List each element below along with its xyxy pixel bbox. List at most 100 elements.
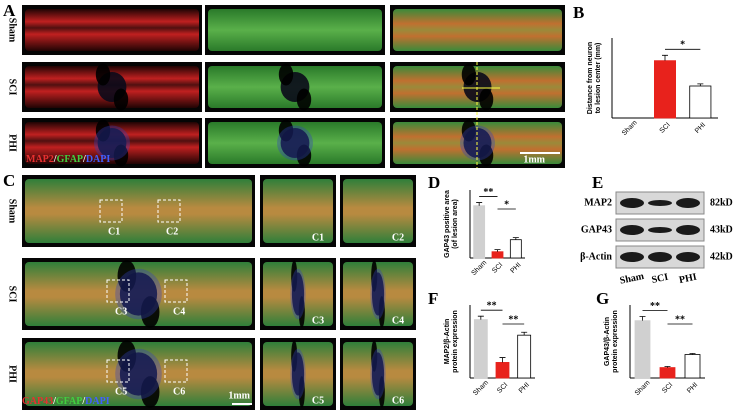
stain-part: / <box>52 396 56 407</box>
bar <box>509 239 522 259</box>
bar <box>654 60 677 119</box>
inset-label: C3 <box>312 315 324 326</box>
lane-label: SCI <box>651 272 670 286</box>
y-axis-label: (of lesion area) <box>452 199 459 249</box>
inset-label: C2 <box>392 232 404 243</box>
row-label: SCI <box>7 286 18 303</box>
error-bar <box>689 353 696 355</box>
lesion <box>296 144 312 167</box>
stain-part: / <box>53 154 57 165</box>
y-axis-label: protein expression <box>612 310 619 373</box>
tissue <box>263 179 333 243</box>
dapi <box>290 348 306 400</box>
protein-label: GAP43 <box>581 224 612 235</box>
tissue <box>25 9 199 51</box>
tissue <box>208 9 382 51</box>
dapi <box>115 268 162 320</box>
inset-label: C6 <box>173 386 185 397</box>
row-label: Sham <box>7 199 18 224</box>
bar <box>473 319 488 379</box>
row-label: Sham <box>7 18 18 43</box>
inset-box <box>164 279 188 303</box>
lesion <box>378 296 385 328</box>
lesion <box>378 376 385 408</box>
lesion <box>298 296 305 328</box>
dapi <box>277 125 313 161</box>
dapi <box>370 268 386 320</box>
protein-label: β-Actin <box>580 251 612 262</box>
stain-part: / <box>81 396 85 407</box>
tissue <box>393 9 562 51</box>
y-axis-label: to lesion center (mm) <box>595 43 602 114</box>
panel-label: G <box>596 289 609 308</box>
error-bar <box>494 249 501 252</box>
stain-legend: GAP43/GFAP/DAPI <box>22 396 110 407</box>
lesion <box>278 63 294 86</box>
y-axis-label: GAP43/β-Actin <box>604 317 611 366</box>
sig-label: * <box>504 199 509 210</box>
protein-label: MAP2 <box>584 197 612 208</box>
error-bar <box>499 357 506 363</box>
error-bar <box>697 83 704 86</box>
lesion <box>140 296 160 328</box>
inset-label: C5 <box>115 386 127 397</box>
inset-label: C2 <box>166 226 178 237</box>
stain-part: DAPI <box>86 154 111 165</box>
size-label: 82kD <box>710 197 733 208</box>
dapi <box>94 125 130 161</box>
lesion <box>117 260 137 292</box>
scale-label: 1mm <box>523 154 545 165</box>
error-bar <box>639 316 646 321</box>
lane-label: PHI <box>678 272 698 286</box>
bar <box>491 251 504 259</box>
stain-part: GFAP <box>56 396 82 407</box>
lesion <box>371 260 378 292</box>
inset-box <box>164 359 188 383</box>
inset-label: C1 <box>108 226 120 237</box>
sig-label: * <box>680 40 685 51</box>
inset-label: C3 <box>115 306 127 317</box>
bar <box>684 354 701 379</box>
y-axis-label: GAP43 positive area <box>444 190 451 258</box>
panel-label: F <box>428 289 438 308</box>
lesion <box>95 119 111 142</box>
lesion <box>298 376 305 408</box>
error-bar <box>664 366 671 368</box>
bar <box>689 85 712 119</box>
blot-band <box>676 198 700 208</box>
dapi <box>290 268 306 320</box>
y-axis-label: protein expression <box>452 310 459 373</box>
size-label: 43kD <box>710 224 733 235</box>
stain-part: / <box>82 154 86 165</box>
stain-part: DAPI <box>85 396 110 407</box>
blot-band <box>620 252 644 262</box>
sig-label: ** <box>508 314 518 325</box>
blot-band <box>620 225 644 235</box>
inset-label: C6 <box>392 395 404 406</box>
bar <box>659 367 676 379</box>
error-bar <box>476 202 483 206</box>
size-label: 42kD <box>710 251 733 262</box>
y-axis-label: MAP2/β-Actin <box>444 319 451 365</box>
bar <box>473 205 486 259</box>
bar <box>634 320 651 379</box>
lesion <box>113 88 129 111</box>
lesion <box>95 63 111 86</box>
lesion <box>291 260 298 292</box>
lesion <box>140 376 160 408</box>
inset-label: C5 <box>312 395 324 406</box>
row-label: PHI <box>7 365 18 383</box>
panel-label: C <box>3 171 15 190</box>
stain-part: GFAP <box>57 154 83 165</box>
lesion <box>371 340 378 372</box>
row-label: PHI <box>7 134 18 152</box>
sig-label: ** <box>487 300 497 311</box>
lesion <box>113 144 129 167</box>
lesion <box>461 63 476 86</box>
lesion <box>296 88 312 111</box>
lesion <box>479 88 494 111</box>
error-bar <box>662 54 668 61</box>
dapi <box>370 348 386 400</box>
blot-band <box>676 252 700 262</box>
